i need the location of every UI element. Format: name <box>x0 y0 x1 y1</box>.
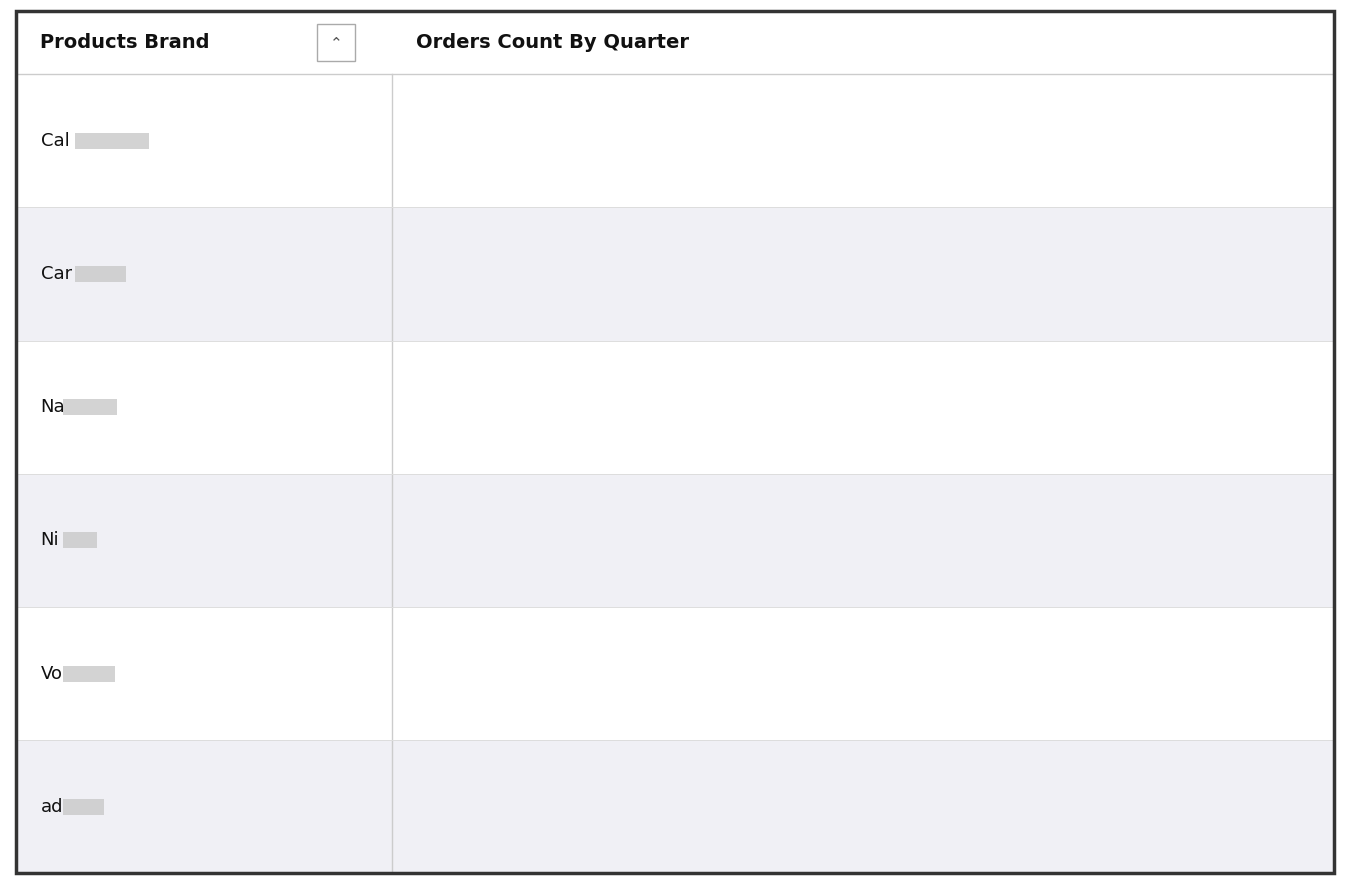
Text: Cal: Cal <box>40 132 69 150</box>
Text: Ni: Ni <box>40 531 59 550</box>
Text: Products Brand: Products Brand <box>40 33 211 52</box>
Text: Vo: Vo <box>40 665 62 682</box>
Text: ⌃: ⌃ <box>329 35 343 50</box>
Text: Orders Count By Quarter: Orders Count By Quarter <box>416 33 688 52</box>
Text: Na: Na <box>40 398 65 416</box>
Text: ad: ad <box>40 797 63 816</box>
Text: Car: Car <box>40 265 72 283</box>
